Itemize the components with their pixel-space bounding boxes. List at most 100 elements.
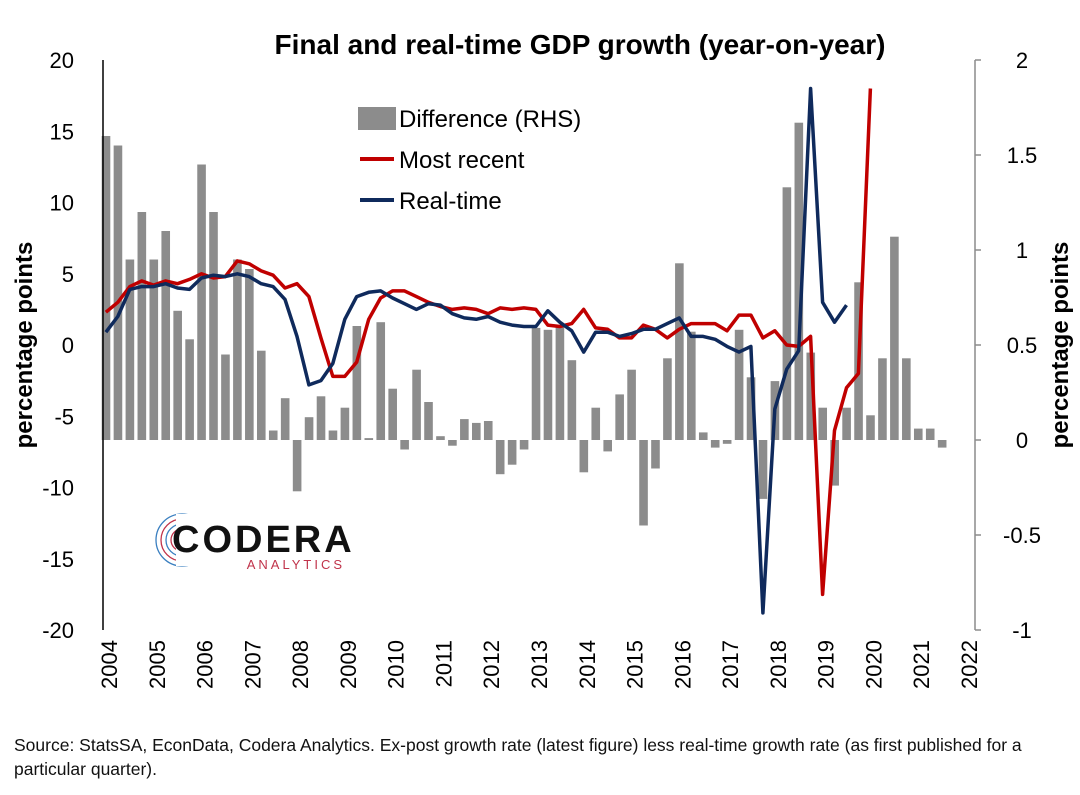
- right-tick-label: 1.5: [1007, 143, 1038, 168]
- right-axis-title: percentage points: [1047, 242, 1074, 449]
- legend-label-most-recent: Most recent: [399, 147, 525, 174]
- logo-tagline: ANALYTICS: [247, 557, 345, 572]
- right-tick-label: 2: [1016, 48, 1028, 73]
- difference-bar: [424, 402, 433, 440]
- difference-bar: [340, 407, 350, 440]
- difference-bar: [376, 322, 386, 440]
- difference-bar: [842, 407, 851, 440]
- difference-bar: [818, 407, 828, 440]
- right-tick-label: -0.5: [1003, 523, 1041, 548]
- difference-bar: [555, 326, 565, 440]
- difference-bar: [639, 440, 648, 526]
- difference-bar: [794, 122, 804, 440]
- difference-bar: [472, 422, 481, 440]
- difference-bar: [412, 369, 421, 440]
- x-tick-label: 2005: [145, 640, 170, 689]
- left-tick-label: 20: [50, 48, 74, 73]
- difference-bar: [531, 327, 541, 440]
- left-tick-label: 5: [62, 262, 74, 287]
- difference-bar: [101, 136, 111, 440]
- difference-bar: [436, 436, 445, 440]
- difference-bar: [173, 310, 182, 440]
- right-tick-label: 0.5: [1007, 333, 1038, 358]
- difference-bar: [806, 352, 816, 440]
- difference-bar: [316, 396, 326, 440]
- x-tick-label: 2010: [384, 640, 409, 689]
- difference-bar: [710, 440, 720, 448]
- left-tick-label: -15: [42, 547, 74, 572]
- codera-logo: CODERA ANALYTICS: [155, 513, 355, 572]
- difference-bar: [937, 440, 947, 448]
- x-tick-label: 2014: [575, 640, 600, 689]
- difference-bar: [758, 440, 768, 499]
- legend: Difference (RHS) Most recent Real-time: [358, 106, 581, 215]
- difference-bar: [830, 440, 839, 486]
- difference-bar: [137, 212, 147, 440]
- x-tick-label: 2006: [193, 640, 218, 689]
- right-tick-label: 1: [1016, 238, 1028, 263]
- difference-bar: [902, 358, 911, 440]
- difference-bar: [591, 407, 601, 440]
- difference-bar: [209, 212, 218, 440]
- x-tick-label: 2021: [909, 640, 934, 689]
- difference-bar: [388, 388, 397, 440]
- difference-bar: [149, 259, 159, 440]
- difference-bar: [113, 145, 123, 440]
- right-tick-label: -1: [1012, 618, 1032, 643]
- difference-bar: [328, 430, 338, 440]
- difference-bar: [495, 440, 505, 475]
- difference-bar: [221, 354, 230, 440]
- difference-bar: [746, 377, 756, 440]
- difference-bar: [925, 428, 935, 440]
- difference-bar: [615, 394, 624, 440]
- difference-bars: [101, 122, 947, 526]
- left-tick-label: 10: [50, 191, 74, 216]
- difference-bar: [734, 329, 744, 440]
- x-tick-label: 2009: [336, 640, 361, 689]
- difference-bar: [519, 440, 529, 450]
- difference-bar: [878, 358, 887, 440]
- difference-bar: [400, 440, 409, 450]
- difference-bar: [268, 430, 278, 440]
- left-tick-label: -20: [42, 618, 74, 643]
- x-tick-label: 2020: [861, 640, 886, 689]
- difference-bar: [280, 398, 290, 440]
- left-tick-label: -5: [54, 404, 74, 429]
- difference-bar: [890, 236, 899, 440]
- difference-bar: [460, 419, 469, 440]
- right-tick-label: 0: [1016, 428, 1028, 453]
- difference-bar: [448, 440, 457, 446]
- real-time-line: [104, 86, 848, 615]
- difference-bar: [161, 231, 171, 440]
- x-tick-label: 2018: [766, 640, 791, 689]
- x-axis-ticks: 2004 2005 2006 2007 2008 2009 2010 2011 2012 2013…: [97, 640, 982, 689]
- difference-bar: [125, 259, 135, 440]
- legend-swatch-difference: [358, 107, 396, 130]
- difference-bar: [483, 421, 493, 440]
- difference-bar: [233, 259, 242, 440]
- difference-bar: [364, 438, 374, 440]
- x-tick-label: 2012: [479, 640, 504, 689]
- left-tick-label: -10: [42, 476, 74, 501]
- difference-bar: [651, 440, 660, 469]
- difference-bar: [197, 164, 206, 440]
- logo-name: CODERA: [172, 519, 355, 561]
- difference-bar: [185, 339, 194, 440]
- legend-label-real-time: Real-time: [399, 188, 502, 215]
- chart-title: Final and real-time GDP growth (year-on-…: [275, 29, 886, 60]
- difference-bar: [256, 350, 266, 440]
- difference-bar: [603, 440, 612, 452]
- difference-bar: [245, 269, 254, 440]
- x-tick-label: 2013: [527, 640, 552, 689]
- difference-bar: [543, 329, 553, 440]
- difference-bar: [663, 358, 672, 440]
- difference-bar: [352, 326, 362, 440]
- x-tick-label: 2016: [670, 640, 695, 689]
- left-axis-title: percentage points: [11, 242, 38, 449]
- most-recent-line: [104, 88, 873, 597]
- difference-bar: [722, 440, 732, 444]
- right-axis-ticks: 2 1.5 1 0.5 0 -0.5 -1: [975, 48, 1041, 643]
- x-tick-label: 2015: [623, 640, 648, 689]
- x-tick-label: 2008: [288, 640, 313, 689]
